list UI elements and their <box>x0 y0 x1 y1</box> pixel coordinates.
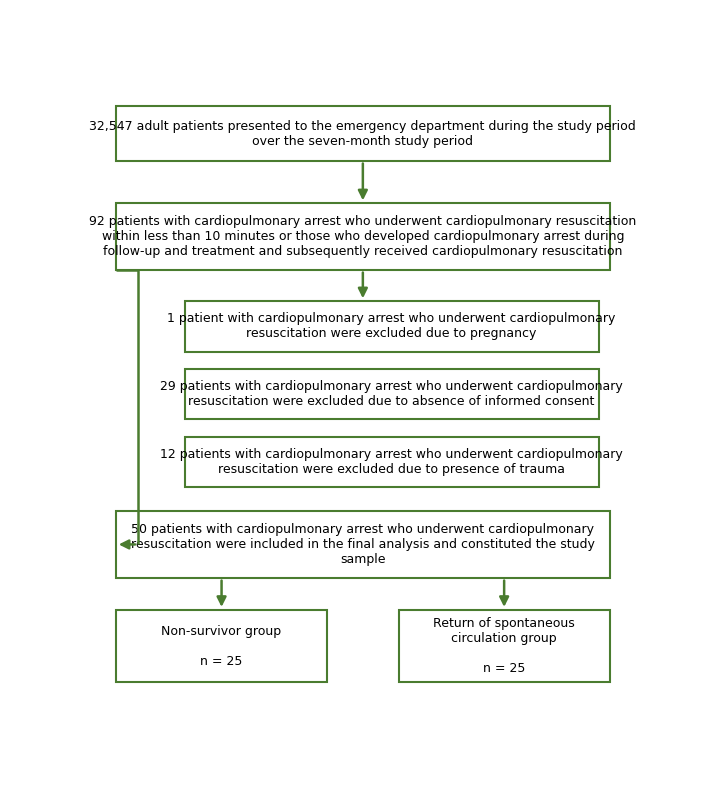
Text: 32,547 adult patients presented to the emergency department during the study per: 32,547 adult patients presented to the e… <box>89 119 636 147</box>
Text: 50 patients with cardiopulmonary arrest who underwent cardiopulmonary
resuscitat: 50 patients with cardiopulmonary arrest … <box>131 523 595 566</box>
Text: 92 patients with cardiopulmonary arrest who underwent cardiopulmonary resuscitat: 92 patients with cardiopulmonary arrest … <box>89 215 636 258</box>
FancyBboxPatch shape <box>116 511 610 578</box>
FancyBboxPatch shape <box>185 369 599 419</box>
FancyBboxPatch shape <box>185 437 599 487</box>
Text: 29 patients with cardiopulmonary arrest who underwent cardiopulmonary
resuscitat: 29 patients with cardiopulmonary arrest … <box>160 380 623 408</box>
FancyBboxPatch shape <box>116 610 327 682</box>
FancyBboxPatch shape <box>185 301 599 352</box>
Text: Non-survivor group

n = 25: Non-survivor group n = 25 <box>161 625 282 667</box>
FancyBboxPatch shape <box>399 610 610 682</box>
Text: Return of spontaneous
circulation group

n = 25: Return of spontaneous circulation group … <box>433 617 575 675</box>
FancyBboxPatch shape <box>116 203 610 270</box>
FancyBboxPatch shape <box>116 106 610 161</box>
Text: 1 patient with cardiopulmonary arrest who underwent cardiopulmonary
resuscitatio: 1 patient with cardiopulmonary arrest wh… <box>168 312 616 340</box>
Text: 12 patients with cardiopulmonary arrest who underwent cardiopulmonary
resuscitat: 12 patients with cardiopulmonary arrest … <box>160 448 623 476</box>
